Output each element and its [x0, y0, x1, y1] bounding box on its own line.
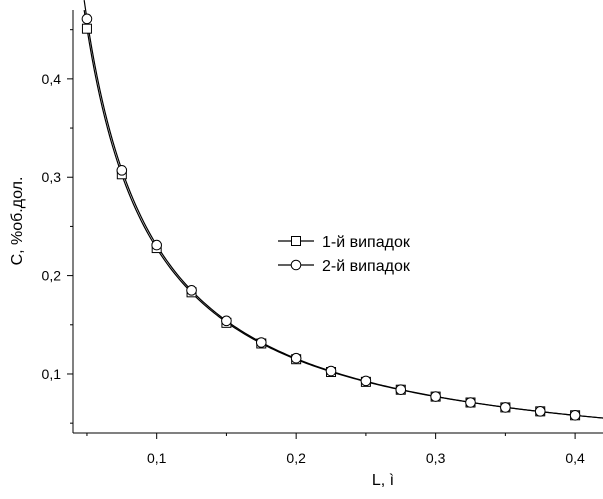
y-tick-label: 0,2 — [42, 268, 62, 284]
circle-marker — [534, 406, 546, 417]
series-markers — [81, 13, 581, 421]
y-tick-label: 0,4 — [42, 71, 62, 87]
y-tick-label: 0,3 — [42, 169, 62, 185]
legend-square-marker — [291, 236, 301, 246]
series-line — [83, 0, 603, 419]
circle-marker — [465, 397, 476, 408]
x-ticks: 0,1 0,2 0,3 0,4 — [86, 433, 585, 466]
legend-item: 1-й випадок — [278, 234, 411, 251]
circle-marker — [186, 285, 197, 296]
y-ticks: 0,1 0,2 0,3 0,4 — [42, 29, 73, 424]
circle-marker — [395, 384, 407, 396]
x-tick-label: 0,4 — [565, 450, 585, 466]
y-axis-title: C, %об.дол. — [9, 177, 26, 266]
x-axis-title: L, ì — [372, 472, 394, 489]
series-line — [83, 9, 603, 419]
x-tick-label: 0,2 — [286, 450, 306, 466]
y-tick-label: 0,1 — [42, 366, 62, 382]
circle-marker — [325, 365, 337, 377]
legend: 1-й випадок 2-й випадок — [278, 234, 411, 275]
legend-item: 2-й випадок — [278, 258, 411, 275]
circle-marker — [360, 375, 372, 387]
legend-label: 2-й випадок — [322, 258, 411, 275]
square-marker — [81, 23, 92, 34]
x-tick-label: 0,3 — [426, 450, 446, 466]
circle-marker — [500, 402, 511, 413]
circle-marker — [221, 315, 232, 327]
series-curves — [83, 0, 603, 419]
circle-marker — [430, 391, 441, 402]
legend-circle-marker — [290, 259, 302, 271]
x-tick-label: 0,1 — [147, 450, 167, 466]
circle-marker — [569, 409, 581, 421]
axes — [72, 10, 603, 434]
circle-marker — [151, 239, 162, 251]
legend-label: 1-й випадок — [322, 234, 411, 251]
circle-marker — [116, 165, 128, 176]
circle-marker — [81, 13, 93, 25]
circle-marker — [255, 337, 267, 348]
circle-marker — [290, 352, 302, 364]
